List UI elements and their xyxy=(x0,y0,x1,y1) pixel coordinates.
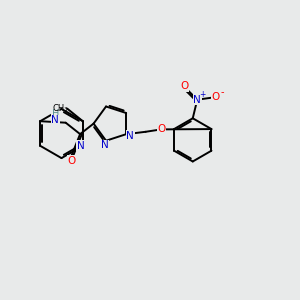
Text: O: O xyxy=(180,82,188,92)
Text: +: + xyxy=(200,90,206,99)
Text: CH₃: CH₃ xyxy=(53,104,68,113)
Text: N: N xyxy=(77,141,85,151)
Text: N: N xyxy=(194,95,201,105)
Text: N: N xyxy=(52,116,59,125)
Text: N: N xyxy=(101,140,108,150)
Text: -: - xyxy=(220,87,224,97)
Text: N: N xyxy=(127,131,134,141)
Text: O: O xyxy=(68,155,76,166)
Text: O: O xyxy=(157,124,165,134)
Text: O: O xyxy=(211,92,219,102)
Text: H: H xyxy=(52,109,59,118)
